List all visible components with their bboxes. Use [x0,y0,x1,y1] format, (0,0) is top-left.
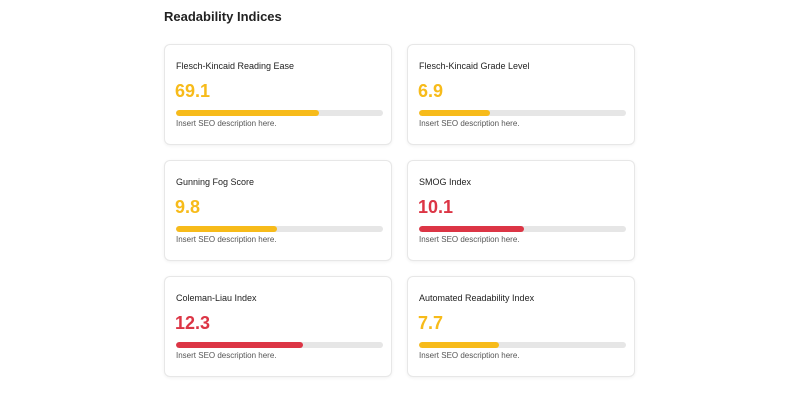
progress-track [419,110,626,116]
progress-fill [419,342,499,348]
card-title: Flesch-Kincaid Grade Level [419,61,530,71]
card-title: Gunning Fog Score [176,177,255,187]
card-title: Automated Readability Index [419,293,535,303]
card-smog-index: SMOG Index 10.1 Insert SEO description h… [407,160,635,261]
progress-track [176,110,383,116]
card-title: SMOG Index [419,177,472,187]
card-coleman-liau: Coleman-Liau Index 12.3 Insert SEO descr… [164,276,392,377]
progress-track [419,342,626,348]
progress-track [176,342,383,348]
card-description: Insert SEO description here. [176,119,277,128]
card-description: Insert SEO description here. [419,119,520,128]
progress-track [419,226,626,232]
card-value: 69.1 [175,81,211,101]
progress-fill [176,110,320,116]
progress-fill [419,226,524,232]
progress-fill [176,226,278,232]
card-title: Flesch-Kincaid Reading Ease [176,61,295,71]
card-value: 7.7 [418,313,444,333]
card-flesch-grade-level: Flesch-Kincaid Grade Level 6.9 Insert SE… [407,44,635,145]
card-value: 12.3 [175,313,211,333]
card-description: Insert SEO description here. [419,235,520,244]
progress-fill [176,342,304,348]
section-title: Readability Indices [164,9,282,24]
card-description: Insert SEO description here. [176,235,277,244]
card-value: 9.8 [175,197,201,217]
card-flesch-reading-ease: Flesch-Kincaid Reading Ease 69.1 Insert … [164,44,392,145]
card-title: Coleman-Liau Index [176,293,257,303]
card-description: Insert SEO description here. [176,351,277,360]
progress-track [176,226,383,232]
card-value: 6.9 [418,81,444,101]
progress-fill [419,110,491,116]
card-gunning-fog: Gunning Fog Score 9.8 Insert SEO descrip… [164,160,392,261]
card-automated-readability: Automated Readability Index 7.7 Insert S… [407,276,635,377]
card-description: Insert SEO description here. [419,351,520,360]
card-value: 10.1 [418,197,454,217]
